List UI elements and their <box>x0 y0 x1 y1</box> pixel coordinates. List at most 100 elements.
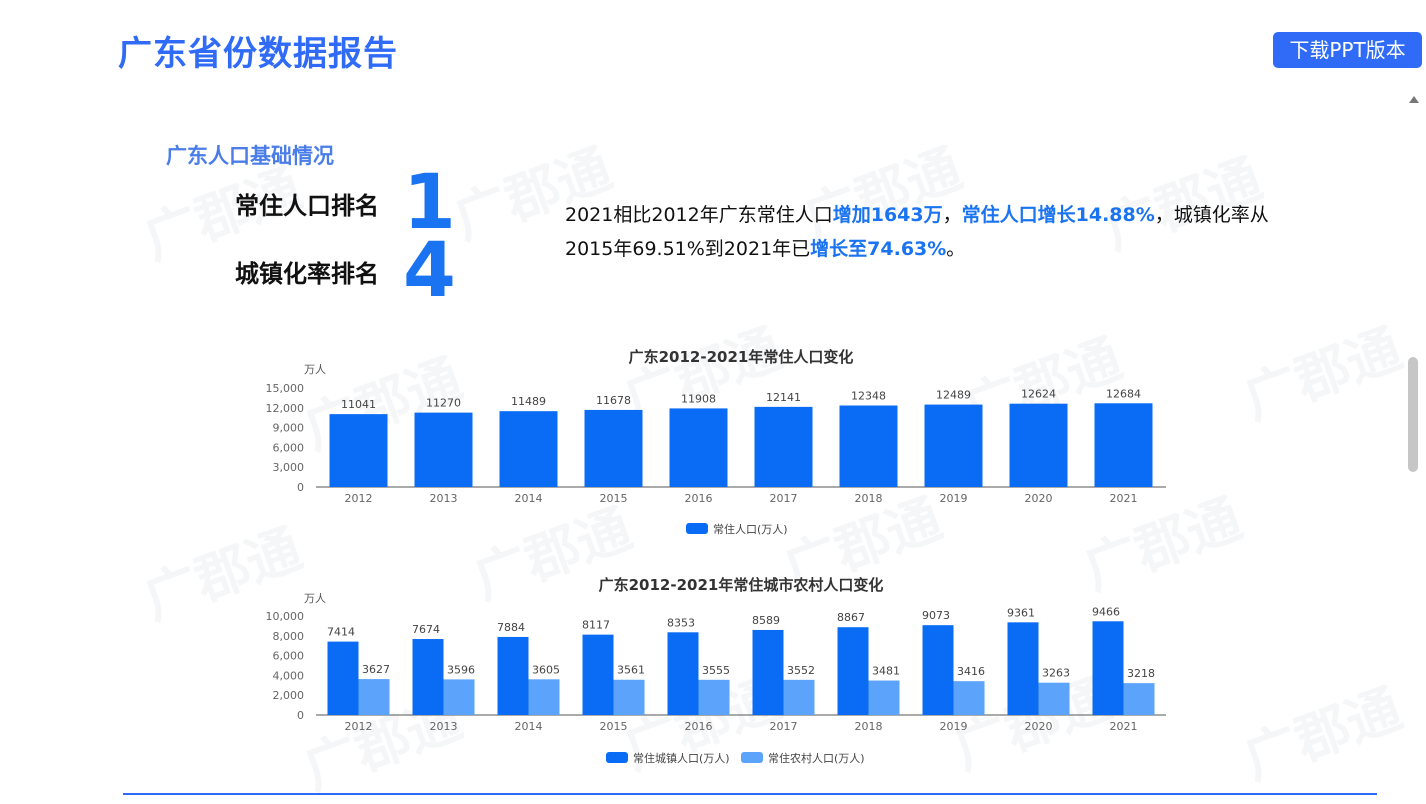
bar <box>754 406 813 487</box>
summary-part: ，城镇化率从2015年69.51%到2021年已 <box>565 204 1269 260</box>
summary-part: ， <box>942 204 962 226</box>
bar <box>499 411 558 487</box>
urbanization-rank-label: 城镇化率排名 <box>235 260 379 288</box>
bar <box>329 414 388 487</box>
population-rank-value: 1 <box>403 157 456 246</box>
data-label: 9073 <box>922 609 950 622</box>
x-tick-label: 2021 <box>1110 492 1138 505</box>
data-label: 3555 <box>702 664 730 677</box>
y-tick-label: 6,000 <box>273 441 305 454</box>
bar <box>1009 403 1068 487</box>
scroll-thumb[interactable] <box>1408 357 1418 472</box>
x-tick-label: 2012 <box>345 492 373 505</box>
data-label: 3627 <box>362 663 390 676</box>
summary-text: 2021相比2012年广东常住人口增加1643万，常住人口增长14.88%，城镇… <box>565 198 1305 266</box>
chart-title: 广东2012-2021年常住城市农村人口变化 <box>599 576 884 594</box>
data-label: 12624 <box>1021 388 1056 401</box>
bar <box>1092 621 1124 715</box>
y-tick-label: 15,000 <box>266 382 305 395</box>
legend-swatch <box>686 523 708 534</box>
bar <box>613 679 645 715</box>
x-tick-label: 2013 <box>430 492 458 505</box>
bottom-divider <box>123 793 1377 795</box>
data-label: 8117 <box>582 619 610 632</box>
data-label: 7674 <box>412 623 440 636</box>
y-tick-label: 2,000 <box>273 689 305 702</box>
summary-part: 2021相比2012年广东常住人口 <box>565 204 833 226</box>
legend-label: 常住城镇人口(万人) <box>633 751 730 765</box>
y-tick-label: 10,000 <box>266 610 305 623</box>
data-label: 11908 <box>681 392 716 405</box>
bar <box>497 636 529 715</box>
y-axis-label: 万人 <box>304 363 326 376</box>
x-tick-label: 2018 <box>855 720 883 733</box>
bar <box>358 679 390 715</box>
x-tick-label: 2020 <box>1025 720 1053 733</box>
bar <box>1094 403 1153 487</box>
bar <box>783 679 815 715</box>
data-label: 11041 <box>341 398 376 411</box>
x-tick-label: 2014 <box>515 492 543 505</box>
bar <box>837 627 869 715</box>
data-label: 8867 <box>837 611 865 624</box>
download-ppt-button[interactable]: 下载PPT版本 <box>1273 32 1422 68</box>
bar <box>922 625 954 715</box>
y-tick-label: 3,000 <box>273 461 305 474</box>
chart-title: 广东2012-2021年常住人口变化 <box>629 348 854 366</box>
bar <box>528 679 560 715</box>
x-tick-label: 2017 <box>770 720 798 733</box>
bar <box>412 639 444 715</box>
scroll-up-arrow-icon[interactable] <box>1409 96 1419 103</box>
urbanization-rank-value: 4 <box>403 225 456 314</box>
summary-highlight: 增长至74.63% <box>810 238 947 260</box>
data-label: 8353 <box>667 616 695 629</box>
y-axis-label: 万人 <box>304 592 326 605</box>
bar <box>443 679 475 715</box>
y-tick-label: 0 <box>297 709 304 722</box>
y-tick-label: 12,000 <box>266 402 305 415</box>
x-tick-label: 2018 <box>855 492 883 505</box>
bar <box>667 632 699 715</box>
bar <box>953 681 985 715</box>
x-tick-label: 2014 <box>515 720 543 733</box>
legend-swatch <box>606 752 628 763</box>
population-rank-label: 常住人口排名 <box>235 192 379 220</box>
bar <box>414 412 473 487</box>
data-label: 9361 <box>1007 606 1035 619</box>
data-label: 11270 <box>426 397 461 410</box>
data-label: 7414 <box>327 626 355 639</box>
legend-label: 常住人口(万人) <box>713 522 788 536</box>
data-label: 3596 <box>447 663 475 676</box>
section-title: 广东人口基础情况 <box>166 144 334 168</box>
scrollbar[interactable] <box>1404 92 1426 796</box>
data-label: 12489 <box>936 389 971 402</box>
bar <box>924 404 983 487</box>
bar <box>1038 682 1070 715</box>
data-label: 12348 <box>851 390 886 403</box>
bar <box>669 408 728 487</box>
legend-swatch <box>741 752 763 763</box>
data-label: 3481 <box>872 665 900 678</box>
x-tick-label: 2017 <box>770 492 798 505</box>
legend-label: 常住农村人口(万人) <box>768 751 865 765</box>
bar <box>584 409 643 487</box>
x-tick-label: 2019 <box>940 492 968 505</box>
x-tick-label: 2020 <box>1025 492 1053 505</box>
y-tick-label: 8,000 <box>273 630 305 643</box>
summary-highlight: 增加1643万 <box>832 204 943 226</box>
y-tick-label: 0 <box>297 481 304 494</box>
y-tick-label: 4,000 <box>273 669 305 682</box>
x-tick-label: 2016 <box>685 720 713 733</box>
data-label: 11678 <box>596 394 631 407</box>
y-tick-label: 6,000 <box>273 650 305 663</box>
data-label: 3416 <box>957 665 985 678</box>
data-label: 9466 <box>1092 605 1120 618</box>
bar <box>839 405 898 487</box>
x-tick-label: 2021 <box>1110 720 1138 733</box>
data-label: 11489 <box>511 395 546 408</box>
summary-part: 。 <box>946 238 966 260</box>
x-tick-label: 2015 <box>600 720 628 733</box>
x-tick-label: 2012 <box>345 720 373 733</box>
x-tick-label: 2013 <box>430 720 458 733</box>
